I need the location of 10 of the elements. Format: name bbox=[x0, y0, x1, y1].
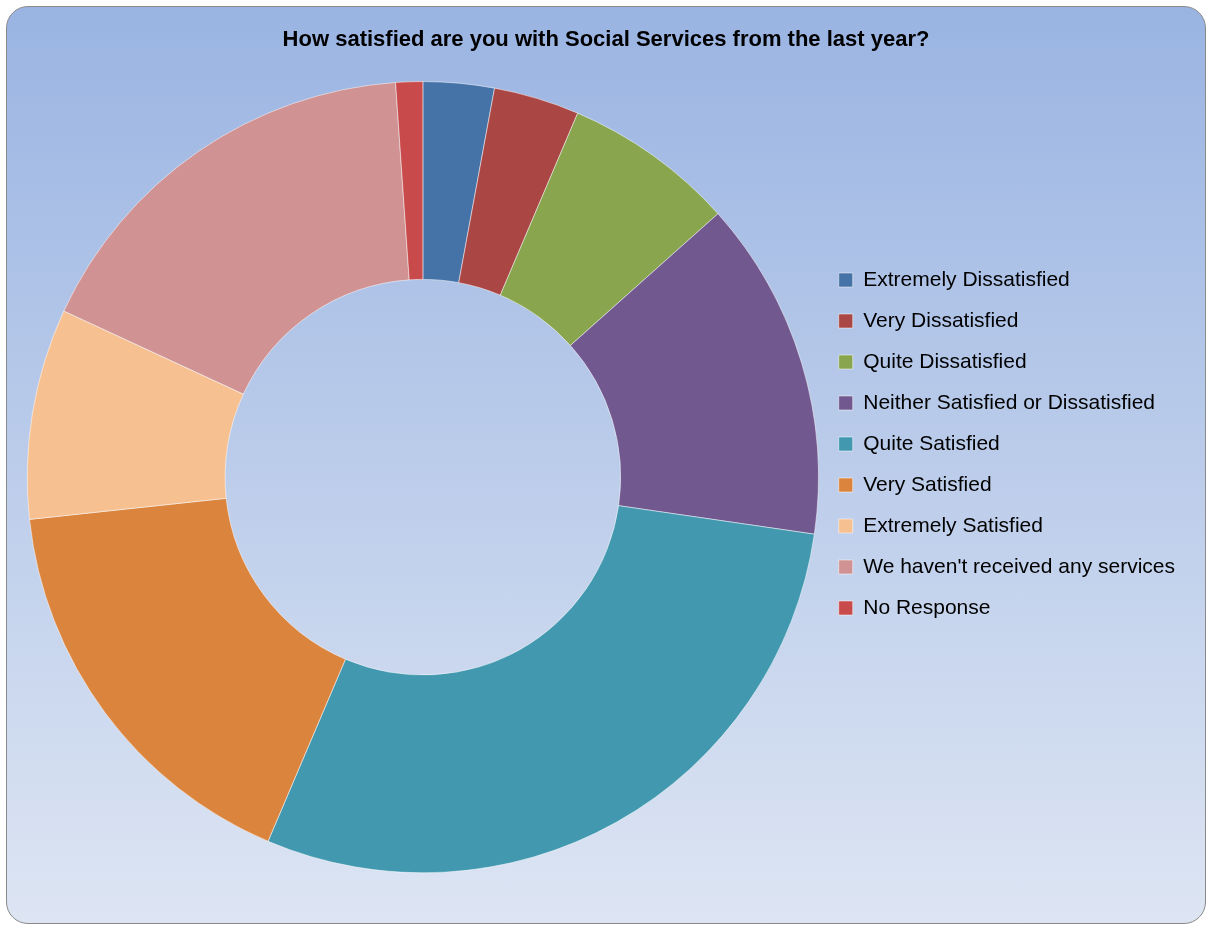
legend-label: Quite Satisfied bbox=[863, 430, 1000, 454]
legend-label: No Response bbox=[863, 594, 991, 618]
legend-label: Very Dissatisfied bbox=[863, 307, 1019, 331]
legend-label: Extremely Dissatisfied bbox=[863, 266, 1070, 290]
legend-label: Very Satisfied bbox=[863, 471, 992, 495]
legend-label: We haven't received any services bbox=[863, 553, 1176, 577]
legend-label: Extremely Satisfied bbox=[863, 512, 1043, 536]
legend-label: Neither Satisfied or Dissatisfied bbox=[863, 389, 1156, 413]
legend-label: Quite Dissatisfied bbox=[863, 348, 1027, 372]
chart-title: How satisfied are you with Social Services from the last year? bbox=[282, 26, 930, 52]
